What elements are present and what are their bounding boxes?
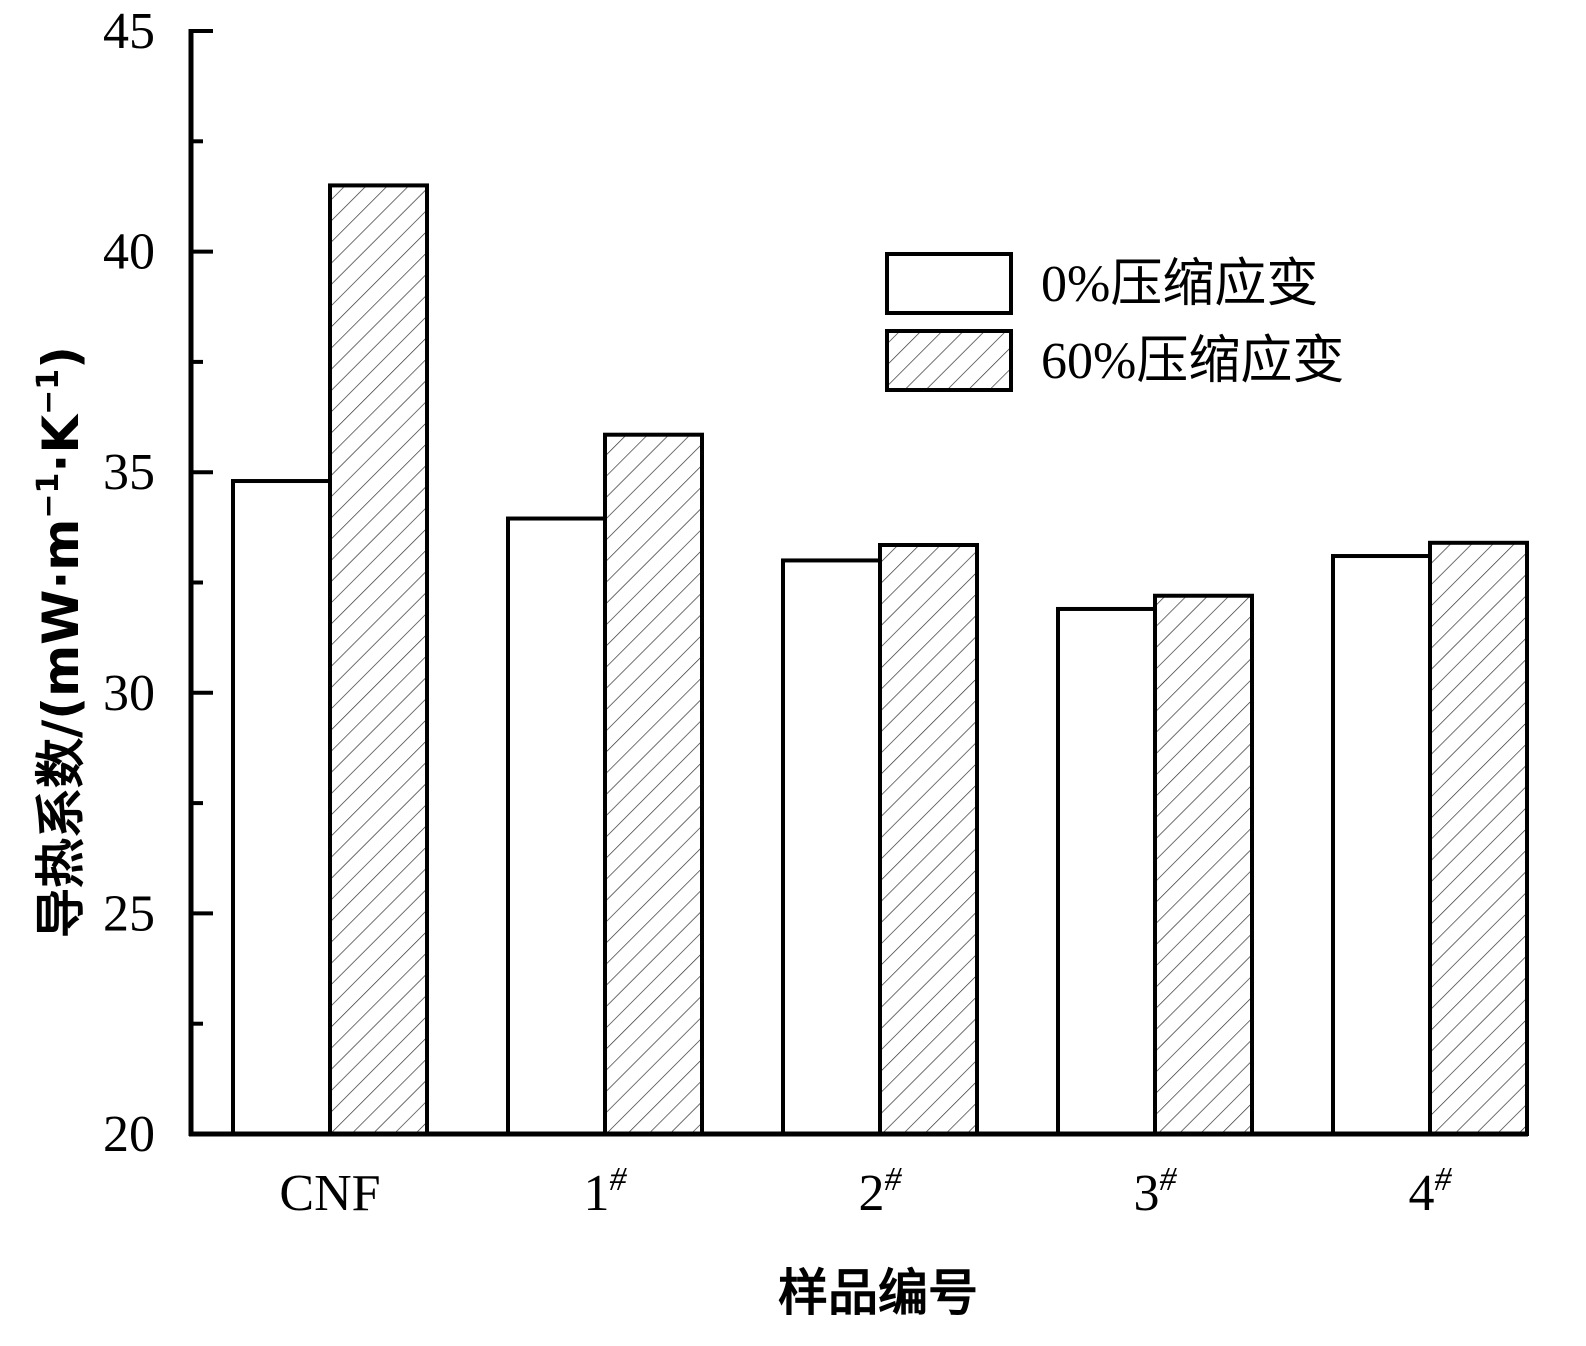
bar-strain-0-4 <box>1331 554 1432 1136</box>
bar-strain-0-3 <box>1056 606 1157 1136</box>
legend-label-strain-0: 0%压缩应变 <box>1041 256 1318 313</box>
bar-strain-60-2 <box>878 542 979 1136</box>
bar-strain-60-1 <box>603 432 704 1136</box>
bar-strain-0-0 <box>231 479 332 1136</box>
x-tick-label: 4# <box>1409 1161 1453 1222</box>
x-tick-label: 1# <box>584 1161 628 1222</box>
legend-swatch-strain-60 <box>885 329 1013 392</box>
x-tick-label: 2# <box>859 1161 903 1222</box>
bar-strain-0-1 <box>506 516 607 1136</box>
x-axis-title: 样品编号 <box>778 1264 978 1322</box>
bar-strain-0-2 <box>781 558 882 1136</box>
y-tick-label: 20 <box>103 1106 155 1163</box>
plot-area <box>231 183 1529 1137</box>
legend-label-strain-60: 60%压缩应变 <box>1041 333 1344 390</box>
y-tick-label: 25 <box>103 885 155 942</box>
y-tick-label: 40 <box>103 224 155 281</box>
y-tick-label: 30 <box>103 665 155 722</box>
bar-strain-60-0 <box>328 183 429 1137</box>
legend: 0%压缩应变 60%压缩应变 <box>885 252 1344 392</box>
x-tick-label: CNF <box>279 1165 380 1222</box>
y-tick-label: 35 <box>103 444 155 501</box>
bar-strain-60-3 <box>1153 593 1254 1136</box>
y-axis: 20 25 30 35 40 45 <box>103 3 213 1163</box>
y-axis-title: 导热系数/(mW·m−1·K−1) <box>31 346 90 938</box>
x-tick-label: 3# <box>1134 1161 1178 1222</box>
legend-swatch-strain-0 <box>885 252 1013 315</box>
axis-titles: 样品编号 导热系数/(mW·m−1·K−1) <box>31 346 978 1322</box>
x-axis: CNF 1# 2# 3# 4# <box>189 1131 1528 1222</box>
bar-strain-60-4 <box>1428 540 1529 1136</box>
y-tick-label: 45 <box>103 3 155 60</box>
